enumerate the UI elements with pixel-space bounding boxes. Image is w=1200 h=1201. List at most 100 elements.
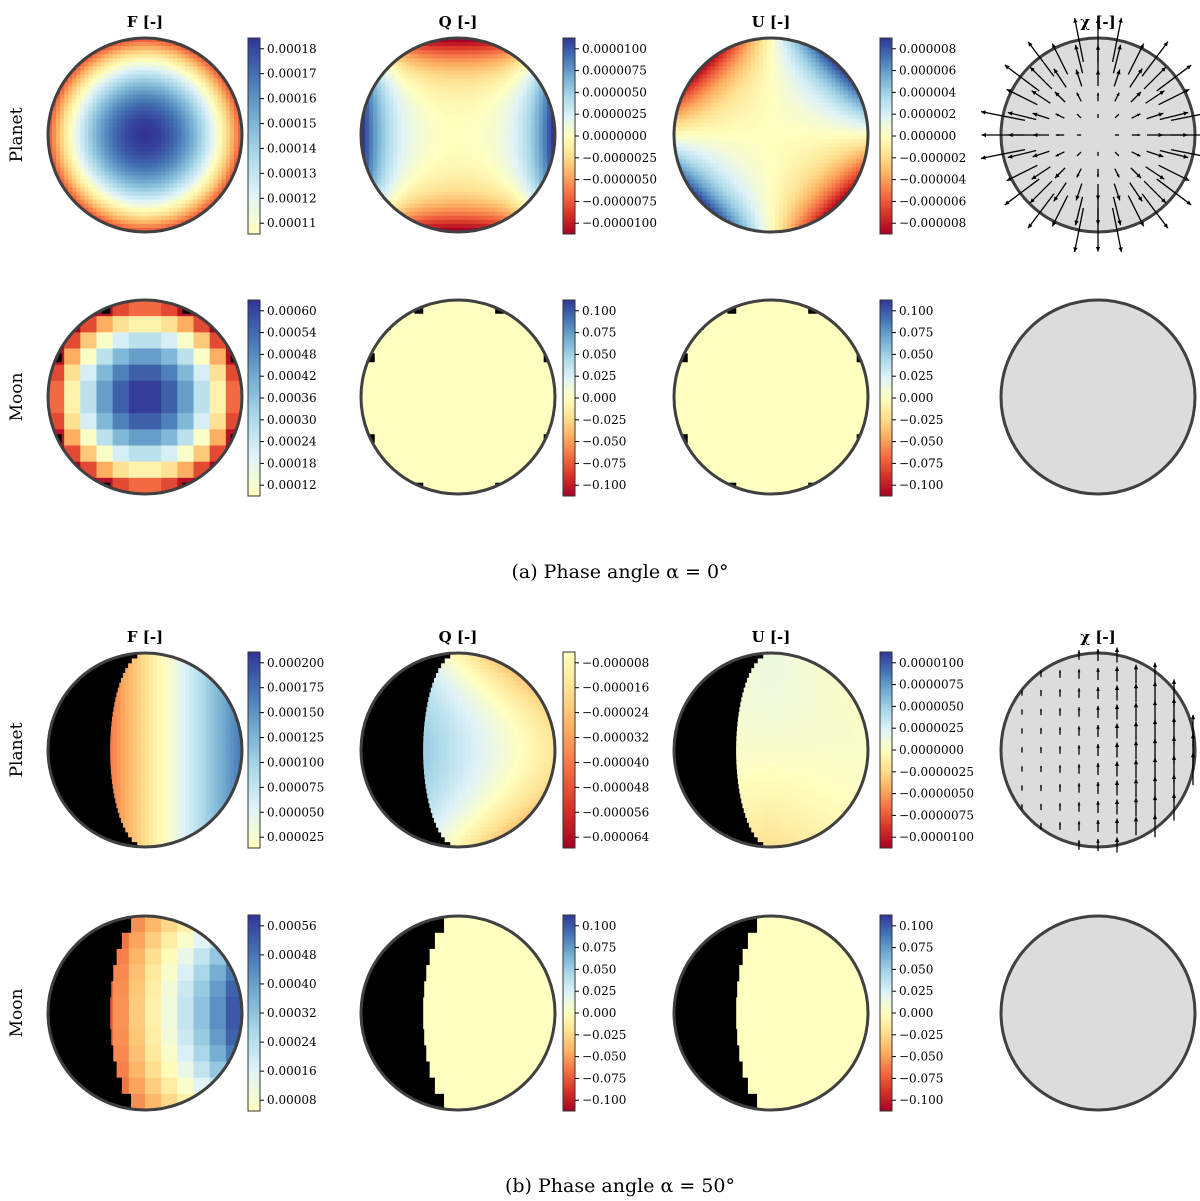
vector-head [1055, 153, 1060, 157]
colorbar-tick-label: 0.100 [899, 304, 933, 318]
column-title: U [-] [752, 13, 791, 31]
row-label-planet: Planet [7, 722, 27, 777]
vector-head [1116, 92, 1120, 97]
colorbar-tick-label: 0.00012 [267, 191, 317, 205]
vector-head [1116, 69, 1121, 75]
vector-arrow [1111, 207, 1123, 253]
vector-head [1116, 195, 1121, 201]
vector-head [1133, 759, 1139, 765]
vector-head [1077, 154, 1079, 156]
colorbar-tick-label: 0.00012 [267, 478, 317, 492]
vector-arrow [1074, 196, 1084, 226]
vector-head [1158, 112, 1164, 117]
vector-head [1133, 664, 1139, 670]
colorbar-tick-label: 0.000075 [267, 780, 324, 794]
vector-head [1114, 799, 1120, 804]
vector-head [1114, 761, 1120, 766]
vector-arrow [1143, 180, 1167, 204]
vector-head [1095, 247, 1101, 252]
colorbar-tick-label: 0.00030 [267, 413, 317, 427]
column-title: U [-] [752, 628, 791, 646]
vector-arrow [1127, 195, 1145, 227]
vector-head [980, 155, 986, 160]
colorbar-tick-label: −0.025 [899, 413, 943, 427]
colorbar-tick-label: 0.00024 [267, 1035, 317, 1049]
vector-head [1032, 132, 1038, 138]
vector-head [980, 110, 986, 115]
vector-arrow [980, 148, 1026, 160]
vector-arrow [1073, 207, 1085, 253]
vector-arrow [1073, 17, 1085, 63]
vector-head [1136, 173, 1142, 179]
colorbar-tick-label: −0.075 [899, 1071, 943, 1085]
colorbar-tick-label: 0.00032 [267, 1006, 317, 1020]
vector-head [1058, 708, 1062, 711]
vector-head [1096, 725, 1100, 729]
vector-head [1076, 173, 1080, 178]
colorbar-tick-label: 0.00054 [267, 326, 317, 340]
colorbar-tick-label: −0.000006 [899, 194, 966, 208]
disk-b-moon-2 [672, 914, 870, 1112]
colorbar-tick-label: 0.00056 [267, 919, 317, 933]
vector-arrow [1141, 41, 1169, 77]
vector-head [1117, 220, 1122, 226]
colorbar-a-planet-2: −0.000008 −0.000006 −0.000004 −0.000002 0.00… [879, 37, 967, 235]
vector-head [1133, 816, 1139, 822]
colorbar-tick-label: 0.000175 [267, 681, 324, 695]
colorbar-tick-label: −0.0000100 [899, 830, 974, 844]
vector-head [1139, 221, 1144, 227]
colorbar-tick-label: 0.00048 [267, 948, 317, 962]
colorbar-tick-label: 0.000150 [267, 706, 324, 720]
vector-head [1133, 683, 1139, 689]
vector-arrow [1074, 44, 1084, 74]
colorbar-tick-label: 0.100 [899, 919, 933, 933]
colorbar-a-planet-0: 0.00011 0.00012 0.00013 0.00014 0.00015 0.000… [247, 37, 317, 235]
vector-head [1152, 814, 1158, 820]
colorbar-tick-label: 0.00040 [267, 977, 317, 991]
colorbar-a-planet-1: −0.0000100 −0.0000075 −0.0000050 −0.0000025… [562, 37, 657, 235]
vector-head [1021, 747, 1023, 750]
vector-head [1006, 176, 1012, 181]
vector-head [1186, 200, 1192, 205]
figure-panels: F [-] Q [-] U [-] χ [-] Planet 0.00011 0.00012… [7, 13, 1200, 1197]
colorbar-tick-label: −0.025 [582, 413, 626, 427]
colorbar-tick-label: −0.0000050 [899, 787, 974, 801]
vector-arrow [1007, 111, 1037, 121]
colorbar-tick-label: −0.050 [899, 1050, 943, 1064]
disk-b-planet-0 [46, 651, 244, 849]
vector-arrow [1051, 195, 1069, 227]
polarization-vectors-b [1021, 647, 1196, 853]
vector-head [1040, 784, 1042, 787]
colorbar-tick-label: 0.000025 [267, 830, 324, 844]
colorbar-b-moon-0: 0.00008 0.00016 0.00024 0.00032 0.00040 0.000… [247, 914, 317, 1112]
disk-b-moon-1 [359, 914, 557, 1112]
colorbar-tick-label: −0.075 [582, 456, 626, 470]
vector-arrow [1156, 178, 1192, 206]
vector-head [1183, 111, 1189, 116]
vector-head [1054, 173, 1060, 179]
vector-head [1055, 113, 1060, 117]
colorbar-tick-label: 0.050 [899, 962, 933, 976]
vector-head [1095, 18, 1101, 23]
vector-head [1159, 174, 1165, 180]
colorbar-tick-label: −0.050 [582, 1050, 626, 1064]
vector-head [1114, 666, 1120, 671]
vector-head [1053, 196, 1059, 202]
vector-head [1028, 223, 1033, 229]
disk-b-moon-3 [999, 914, 1197, 1112]
vector-head [1158, 153, 1164, 158]
vector-arrow [1051, 43, 1069, 75]
vector-head [1021, 785, 1023, 788]
vector-head [1117, 114, 1119, 116]
vector-head [1096, 687, 1100, 691]
colorbar-tick-label: −0.0000075 [899, 808, 974, 822]
colorbar-tick-label: 0.000 [582, 391, 616, 405]
vector-head [1171, 698, 1177, 703]
colorbar-tick-label: −0.075 [899, 456, 943, 470]
vector-head [1152, 738, 1158, 744]
disk-a-planet-1 [359, 36, 557, 234]
vector-head [1152, 662, 1158, 668]
vector-head [1184, 176, 1190, 181]
vector-arrow [1007, 149, 1037, 159]
vector-head [1040, 670, 1042, 673]
